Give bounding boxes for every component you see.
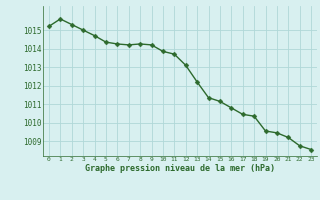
X-axis label: Graphe pression niveau de la mer (hPa): Graphe pression niveau de la mer (hPa) [85,164,275,173]
